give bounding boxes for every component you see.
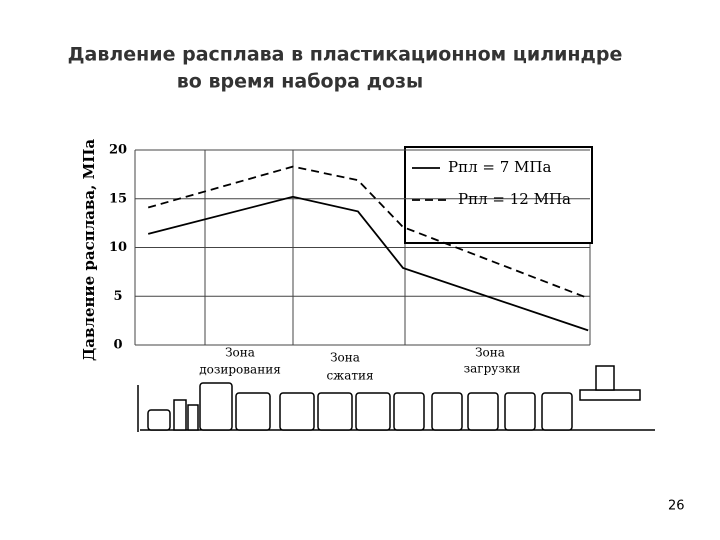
- title-line: во время набора дозы: [177, 71, 423, 93]
- page-number: 26: [668, 499, 685, 514]
- legend-label: Рпл = 12 МПа: [458, 190, 571, 208]
- zone-label: Зона: [475, 346, 505, 360]
- legend-label: Рпл = 7 МПа: [448, 158, 551, 176]
- zone-label: сжатия: [326, 369, 373, 383]
- y-tick-label: 10: [109, 240, 127, 255]
- zone-label: Зона: [225, 346, 255, 360]
- series-line: [147, 195, 589, 332]
- zone-label: дозирования: [199, 363, 281, 377]
- y-axis-label: Давление расплава, МПа: [80, 139, 98, 361]
- y-tick-label: 20: [109, 143, 127, 158]
- legend-box: [404, 146, 593, 244]
- y-tick-label: 15: [109, 191, 127, 206]
- zone-label: загрузки: [464, 362, 521, 376]
- y-tick-label: 5: [113, 289, 122, 304]
- y-tick-label: 0: [113, 338, 122, 353]
- screw-drawing: [137, 365, 655, 432]
- title-line: Давление расплава в пластикационном цили…: [68, 44, 623, 66]
- zone-label: Зона: [330, 351, 360, 365]
